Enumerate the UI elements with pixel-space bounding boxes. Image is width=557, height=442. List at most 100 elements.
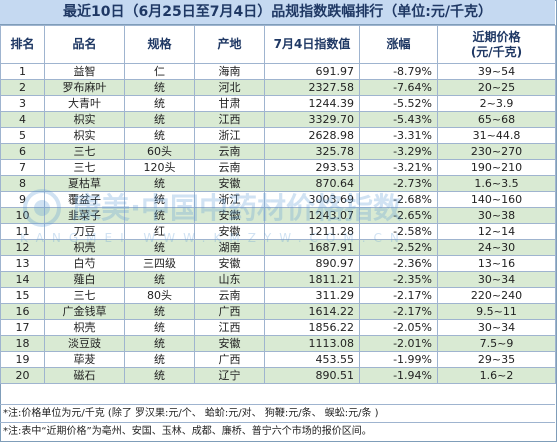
note-price-unit: *注:价格单位为元/千克 (除了 罗汉果:元/个、 蛤蚧:元/对、 狗鞭:元/条… [0,404,555,421]
cell-origin: 安徽 [194,335,265,352]
table-body: 1 益智仁海南 691.97 -8.79% 39~54 2 罗布麻叶统河北 2327.58 -7… [0,63,556,384]
cell-origin: 甘肃 [194,95,265,112]
cell-spec: 统 [124,127,195,144]
table-row: 1 益智仁海南 691.97 -8.79% 39~54 [0,63,556,80]
cell-rank: 14 [0,271,45,288]
cell-rank: 7 [0,159,45,176]
header-rank: 排名 [0,25,45,64]
cell-index: 890.51 [264,367,360,384]
cell-name: 覆盆子 [44,191,125,208]
cell-change: -3.31% [359,127,438,144]
table-row: 20 磁石统辽宁 890.51 -1.94% 1.6~2 [0,367,556,384]
cell-spec: 80头 [124,287,195,304]
cell-spec: 统 [124,207,195,224]
header-price-line2: (元/千克) [470,44,523,59]
cell-price: 190~210 [437,159,556,176]
table-row: 13 白芍 三四级 安徽 890.97 -2.36% 13~16 [0,255,556,272]
cell-change: -3.29% [359,143,438,160]
header-spec: 规格 [124,25,195,64]
cell-name: 枳壳 [44,239,125,256]
cell-spec: 统 [124,175,195,192]
cell-change: -1.99% [359,351,438,368]
cell-name: 大青叶 [44,95,125,112]
cell-spec: 仁 [124,63,195,80]
table-row: 3 大青叶统甘肃 1244.39 -5.52% 2~3.9 [0,95,556,112]
table-row: 11 刀豆红安徽 1211.28 -2.58% 12~14 [0,223,556,240]
cell-price: 2~3.9 [437,95,556,112]
cell-origin: 浙江 [194,127,265,144]
cell-origin: 浙江 [194,191,265,208]
table-row: 4 枳实统江西 3329.70 -5.43% 65~68 [0,111,556,128]
cell-origin: 安徽 [194,255,265,272]
header-row: 排名 品名 规格 产地 7月4日指数值 涨幅 近期价格 (元/千克) [0,25,556,64]
cell-name: 磁石 [44,367,125,384]
cell-index: 1211.28 [264,223,360,240]
cell-price: 140~160 [437,191,556,208]
cell-index: 3329.70 [264,111,360,128]
cell-price: 31~44.8 [437,127,556,144]
cell-index: 1244.39 [264,95,360,112]
cell-index: 1856.22 [264,319,360,336]
cell-origin: 湖南 [194,239,265,256]
cell-name: 枳实 [44,111,125,128]
cell-spec: 120头 [124,159,195,176]
cell-name: 韭菜子 [44,207,125,224]
cell-rank: 11 [0,223,45,240]
cell-change: -2.73% [359,175,438,192]
cell-origin: 安徽 [194,207,265,224]
cell-spec: 统 [124,95,195,112]
cell-price: 20~25 [437,79,556,96]
cell-rank: 20 [0,367,45,384]
cell-origin: 海南 [194,63,265,80]
cell-rank: 13 [0,255,45,272]
cell-name: 三七 [44,143,125,160]
table-row: 12 枳壳统湖南 1687.91 -2.52% 24~30 [0,239,556,256]
header-index: 7月4日指数值 [264,25,360,64]
cell-rank: 12 [0,239,45,256]
cell-change: -2.68% [359,191,438,208]
cell-spec: 60头 [124,143,195,160]
header-name: 品名 [44,25,125,64]
table-row: 15 三七 80头 云南 311.29 -2.17% 220~240 [0,287,556,304]
cell-spec: 统 [124,239,195,256]
header-price-line1: 近期价格 [472,29,521,44]
cell-rank: 18 [0,335,45,352]
cell-index: 890.97 [264,255,360,272]
cell-spec: 统 [124,79,195,96]
header-change: 涨幅 [359,25,438,64]
cell-name: 益智 [44,63,125,80]
cell-price: 30~38 [437,207,556,224]
cell-index: 1243.07 [264,207,360,224]
cell-index: 311.29 [264,287,360,304]
cell-origin: 云南 [194,159,265,176]
cell-index: 2327.58 [264,79,360,96]
cell-change: -5.52% [359,95,438,112]
cell-rank: 8 [0,175,45,192]
cell-change: -2.17% [359,303,438,320]
cell-price: 220~240 [437,287,556,304]
cell-origin: 云南 [194,143,265,160]
cell-rank: 2 [0,79,45,96]
cell-change: -2.36% [359,255,438,272]
table-row: 8 夏枯草统安徽 870.64 -2.73% 1.6~3.5 [0,175,556,192]
cell-change: -2.35% [359,271,438,288]
cell-spec: 统 [124,335,195,352]
cell-name: 枳实 [44,127,125,144]
cell-spec: 统 [124,351,195,368]
cell-change: -8.79% [359,63,438,80]
cell-price: 29~35 [437,351,556,368]
cell-origin: 江西 [194,111,265,128]
table-row: 5 枳实统浙江 2628.98 -3.31% 31~44.8 [0,127,556,144]
cell-name: 夏枯草 [44,175,125,192]
cell-origin: 云南 [194,287,265,304]
cell-name: 荜茇 [44,351,125,368]
header-price: 近期价格 (元/千克) [437,25,556,64]
cell-name: 三七 [44,159,125,176]
cell-price: 39~54 [437,63,556,80]
cell-price: 1.6~3.5 [437,175,556,192]
cell-change: -1.94% [359,367,438,384]
cell-change: -3.21% [359,159,438,176]
cell-index: 1687.91 [264,239,360,256]
cell-name: 三七 [44,287,125,304]
cell-price: 9.5~11 [437,303,556,320]
